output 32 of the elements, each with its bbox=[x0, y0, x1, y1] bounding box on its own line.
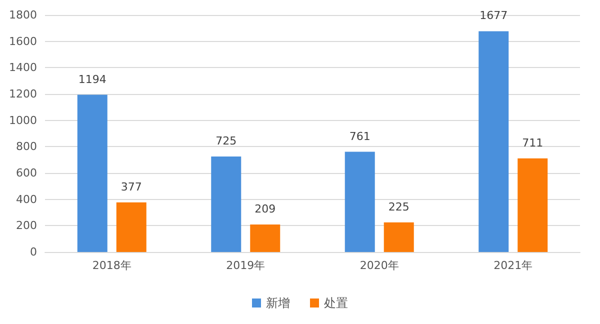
y-tick-label: 1200 bbox=[9, 88, 37, 100]
y-tick-label: 1000 bbox=[9, 114, 37, 127]
bar bbox=[250, 224, 280, 252]
y-tick-label: 200 bbox=[16, 219, 37, 232]
y-tick-label: 600 bbox=[16, 166, 37, 180]
data-label: 377 bbox=[120, 180, 142, 194]
data-label: 225 bbox=[388, 200, 410, 214]
bar bbox=[478, 31, 509, 252]
y-tick-label: 800 bbox=[16, 140, 37, 154]
y-tick-label: 0 bbox=[30, 246, 37, 258]
x-tick-label: 2019年 bbox=[226, 259, 266, 272]
y-tick-label: 1400 bbox=[9, 61, 37, 74]
data-label: 1677 bbox=[480, 9, 508, 22]
data-label: 761 bbox=[349, 130, 370, 143]
y-tick-label: 1600 bbox=[9, 34, 37, 48]
bar bbox=[116, 202, 146, 252]
data-label: 209 bbox=[254, 202, 276, 216]
x-tick-label: 2020年 bbox=[360, 259, 399, 272]
data-label: 711 bbox=[522, 136, 544, 150]
bar bbox=[344, 152, 375, 252]
x-tick-label: 2018年 bbox=[92, 259, 132, 272]
y-tick-label: 1800 bbox=[9, 8, 37, 22]
bar bbox=[518, 158, 548, 252]
x-tick-label: 2021年 bbox=[494, 259, 533, 272]
bar bbox=[77, 94, 108, 252]
legend-label: 处置 bbox=[324, 296, 348, 310]
data-label: 1194 bbox=[78, 72, 106, 86]
y-tick-label: 400 bbox=[16, 192, 37, 206]
bar bbox=[211, 156, 242, 252]
bar bbox=[384, 222, 414, 252]
legend-label: 新增 bbox=[266, 296, 290, 310]
data-label: 725 bbox=[216, 134, 237, 148]
